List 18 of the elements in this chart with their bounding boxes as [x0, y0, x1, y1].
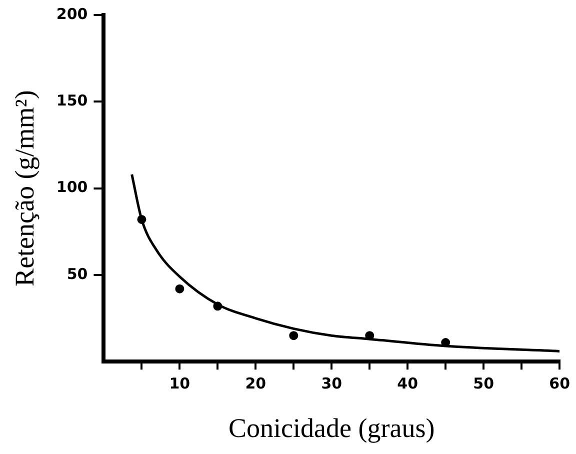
- x-tick-label: 50: [473, 374, 494, 392]
- point: [213, 302, 222, 311]
- y-tick-label: 200: [56, 4, 88, 23]
- y-tick-label: 100: [56, 178, 88, 196]
- x-tick-label: 10: [169, 374, 190, 392]
- x-axis-title: Conicidade (graus): [228, 412, 435, 443]
- y-tick-label: 50: [66, 264, 88, 283]
- y-tick-label: 150: [56, 92, 88, 110]
- x-tick-label: 20: [245, 374, 266, 392]
- point: [365, 331, 374, 340]
- point: [289, 331, 298, 340]
- x-tick-label: 60: [549, 374, 570, 392]
- y-axis-title: Retenção (g/mm²): [9, 90, 40, 286]
- x-tick-label: 40: [397, 374, 418, 392]
- point: [175, 284, 184, 294]
- x-tick-label: 30: [321, 374, 342, 392]
- line-series: [130, 173, 560, 352]
- point: [137, 214, 146, 224]
